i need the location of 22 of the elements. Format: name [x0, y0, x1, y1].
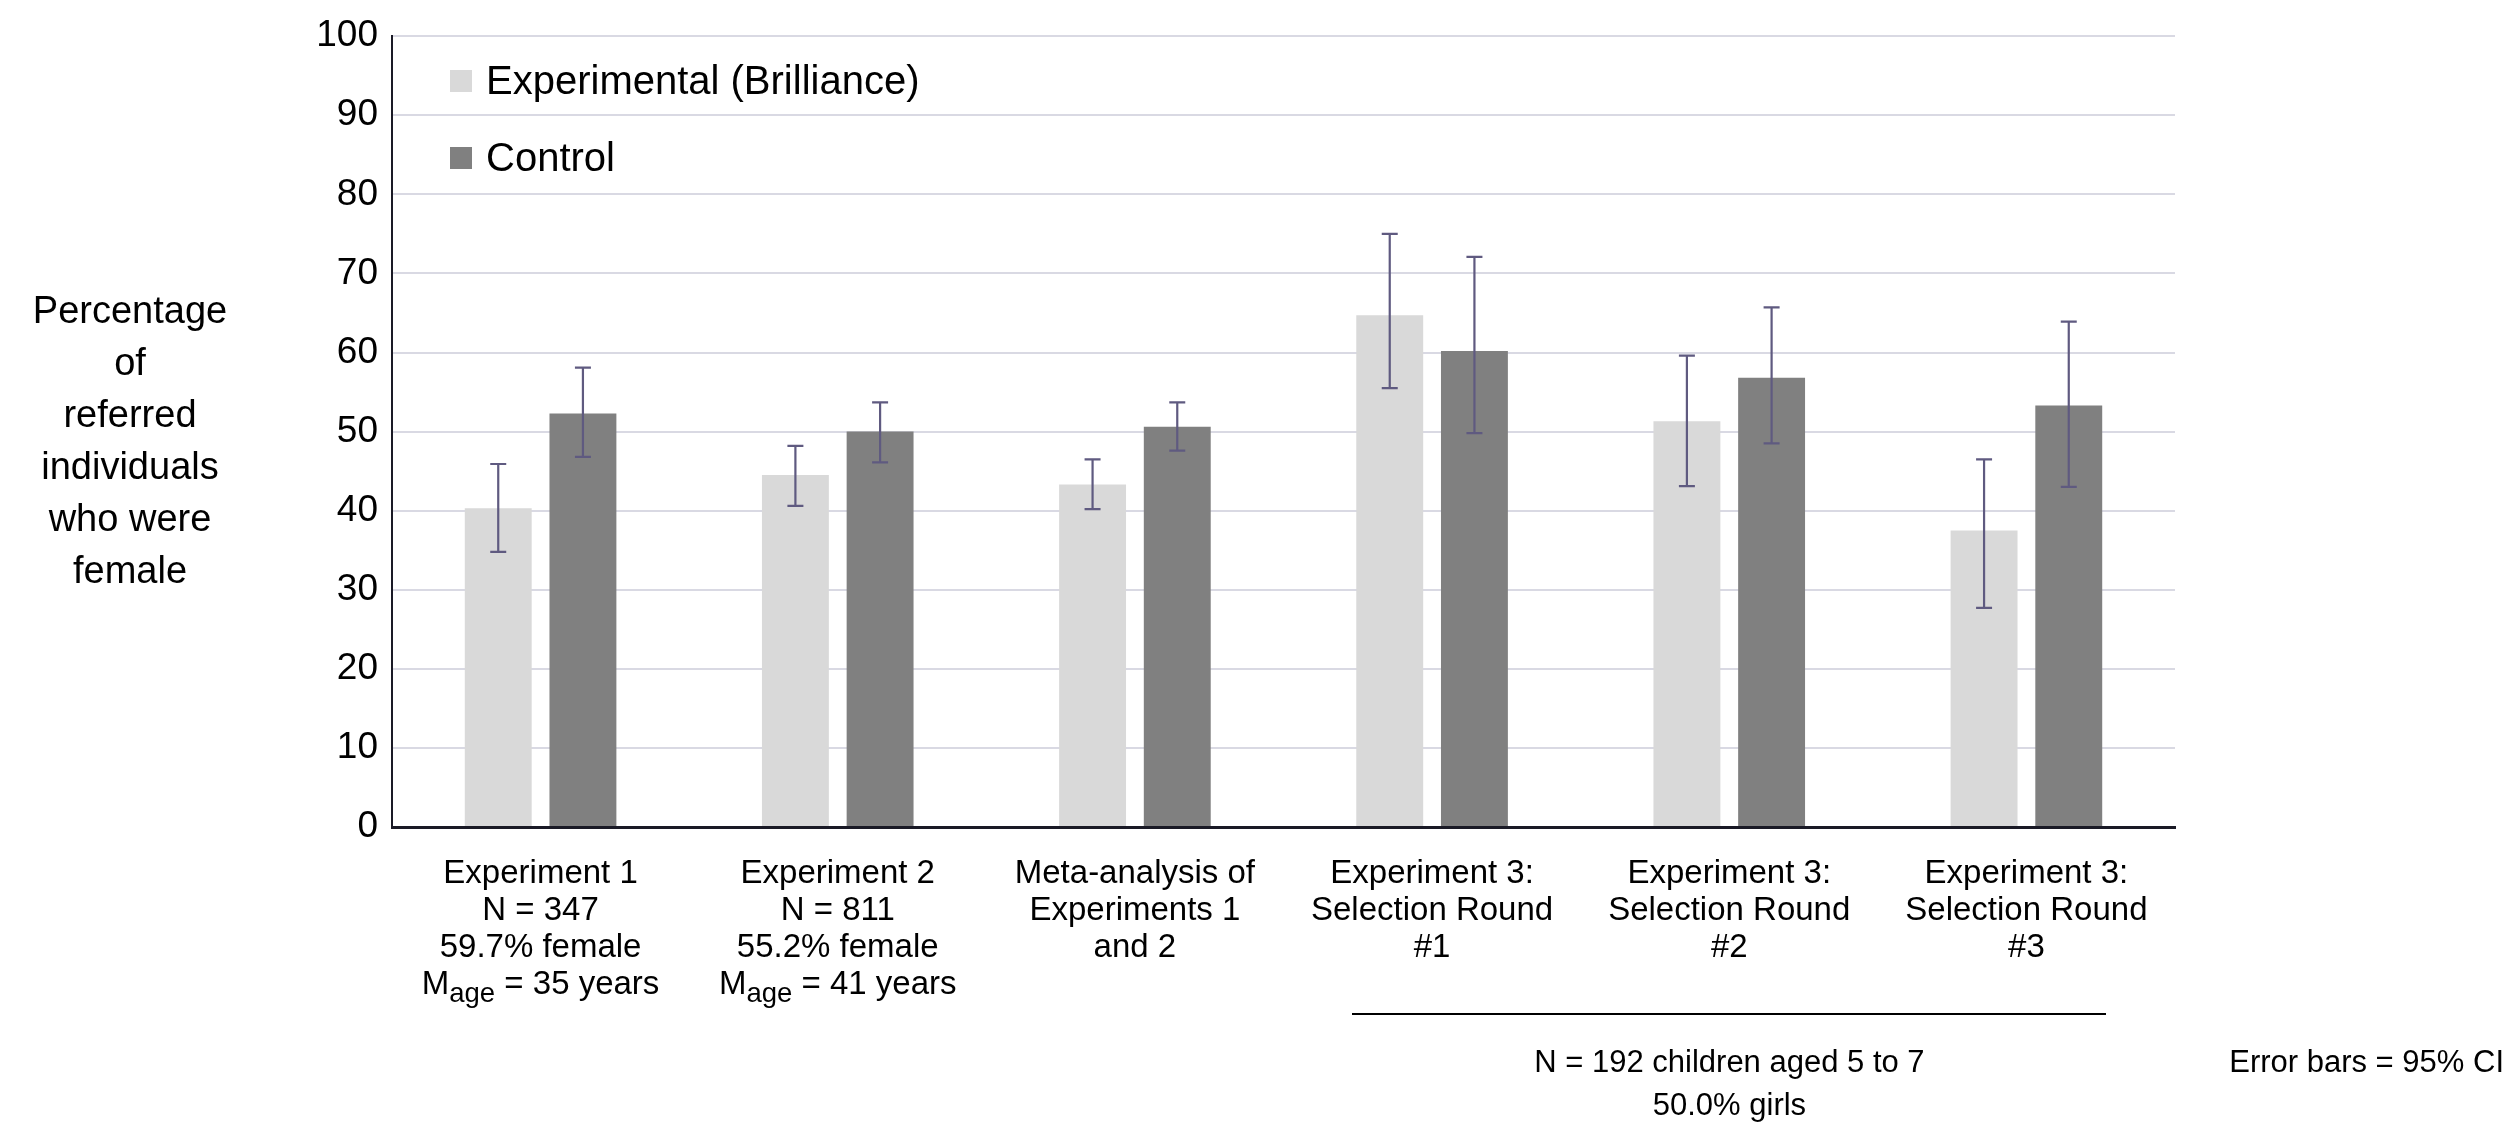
legend-label: Experimental (Brilliance) — [486, 58, 920, 103]
y-tick-label: 40 — [336, 487, 378, 529]
x-tick-label: Experiment 3: Selection Round #2 — [1607, 853, 1852, 964]
y-tick-label: 100 — [316, 13, 378, 55]
legend-label: Control — [486, 135, 615, 180]
y-tick-label: 50 — [336, 408, 378, 450]
x-tick-label: Experiment 2 N = 811 55.2% female M$_{age}$ = 41 years — [717, 853, 958, 1010]
y-tick-label: 80 — [336, 171, 378, 213]
text: Error bars = 95% CI — [2229, 1043, 2504, 1081]
y-tick-label: 30 — [336, 566, 378, 608]
y-tick-label: 10 — [336, 725, 378, 767]
x-tick-label: Experiment 1 N = 347 59.7% female M$_{age}$ = 35 years — [420, 853, 661, 1010]
y-tick-label: 90 — [336, 92, 378, 134]
x-tick-label: Experiment 3: Selection Round #1 — [1310, 853, 1555, 964]
text: N = 192 children aged 5 to 7 50.0% girls — [1534, 1043, 1925, 1124]
y-tick-label: 20 — [336, 646, 378, 688]
x-tick-label: Meta-analysis of Experiments 1 and 2 — [1013, 853, 1257, 964]
y-axis-title: Percentage of referred individuals who were female — [31, 288, 229, 593]
x-tick-label: Experiment 3: Selection Round #3 — [1904, 853, 2149, 964]
y-tick-label: 0 — [357, 804, 378, 846]
y-tick-label: 70 — [336, 250, 378, 292]
y-tick-label: 60 — [336, 329, 378, 371]
